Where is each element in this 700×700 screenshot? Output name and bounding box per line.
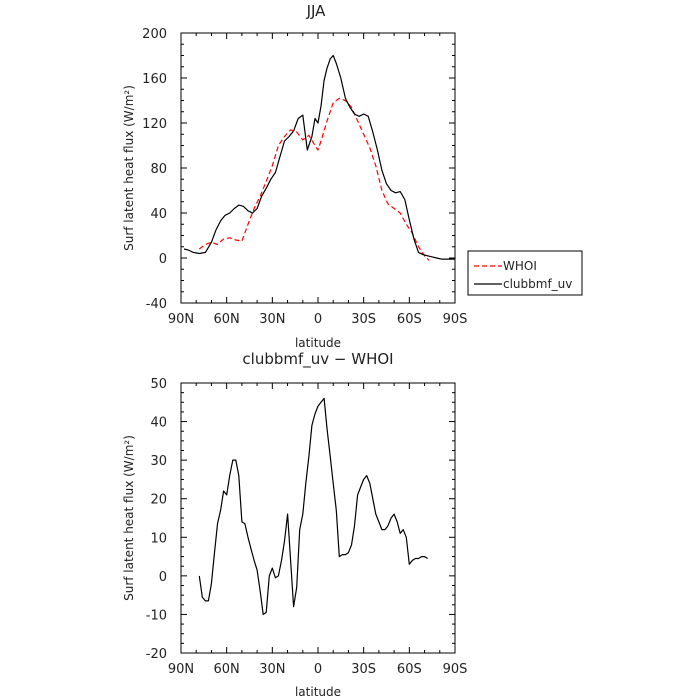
x-tick-label: 30S [351,662,376,677]
plot-frame [180,32,456,304]
series-line-clubbmf-uv [183,54,455,260]
y-tick-label: 40 [150,207,167,222]
x-axis-label: latitude [295,685,341,699]
panel-difference: clubbmf_uv − WHOI 90N 60N 30N 0 30S 60S 90S -20… [122,350,467,699]
series-line-whoi [198,97,430,261]
y-tick-label: 160 [142,72,167,87]
panel-title: JJA [306,2,327,20]
x-tick-label: 60N [214,662,240,677]
panel-title: clubbmf_uv − WHOI [242,350,393,369]
y-tick-label: 200 [142,27,167,42]
y-tick-label: -10 [146,608,167,623]
y-tick-label: 50 [150,377,167,392]
legend-label-clubbmf: clubbmf_uv [503,277,572,291]
legend-box [467,250,583,296]
y-tick-label: -40 [146,297,167,312]
x-axis-label: latitude [295,336,341,350]
x-tick-label: 90S [443,662,468,677]
y-tick-label: 0 [159,252,167,267]
y-tick-label: 20 [150,493,167,508]
y-tick-label: 30 [150,454,167,469]
x-tick-label: 90N [168,662,194,677]
legend: WHOI clubbmf_uv [467,250,583,296]
x-tick-label: 30N [259,662,285,677]
x-tick-label: 30S [351,312,376,327]
legend-label-whoi: WHOI [503,259,537,273]
x-tick-label: 60N [214,312,240,327]
y-tick-label: 40 [150,416,167,431]
x-tick-label: 0 [314,662,322,677]
y-axis-label: Surf latent heat flux (W/m²) [122,85,136,251]
panel-jja: JJA 90N 60N 30N 0 30S 60S 90S -40 0 40 80 120 160 200… [122,2,583,350]
y-tick-label: 80 [150,162,167,177]
y-axis-label: Surf latent heat flux (W/m²) [122,435,136,601]
x-tick-label: 90N [168,312,194,327]
x-tick-label: 60S [397,662,422,677]
x-tick-label: 90S [443,312,468,327]
x-tick-label: 60S [397,312,422,327]
x-tick-label: 30N [259,312,285,327]
series-line-difference [198,397,428,616]
y-tick-label: -20 [146,647,167,662]
plot-frame [180,382,456,654]
y-tick-label: 10 [150,531,167,546]
y-tick-label: 0 [159,570,167,585]
x-tick-label: 0 [314,312,322,327]
y-tick-label: 120 [142,117,167,132]
